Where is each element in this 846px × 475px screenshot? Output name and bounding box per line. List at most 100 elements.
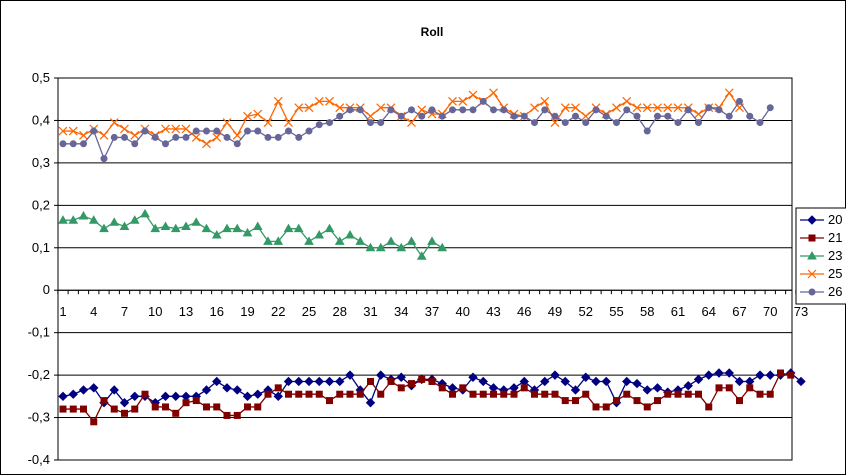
data-point (191, 217, 202, 226)
series-26 (59, 97, 774, 163)
data-point (119, 397, 130, 408)
data-point (273, 391, 283, 402)
data-point (346, 106, 354, 114)
data-point (242, 227, 253, 237)
data-point (131, 405, 139, 413)
data-point (324, 223, 335, 233)
data-point (489, 88, 498, 98)
data-point (171, 124, 181, 134)
data-point (654, 397, 661, 405)
data-point (406, 236, 417, 245)
data-point (161, 124, 170, 134)
x-marker-stroke (304, 103, 314, 113)
data-point (295, 390, 303, 398)
data-point (458, 96, 468, 106)
data-point (551, 390, 559, 398)
data-point (633, 112, 641, 120)
data-point (100, 397, 108, 405)
x-axis: 1 4 7 10 13 16 19 22 25 28 31 34 37 40 43 46 49 52 55 58 61 6… (57, 289, 808, 319)
data-point (99, 130, 109, 140)
data-point (336, 112, 344, 120)
data-point (191, 132, 201, 142)
legend-marker (807, 250, 817, 260)
data-point (336, 390, 344, 398)
data-point (653, 103, 662, 113)
x-marker-stroke (99, 130, 109, 140)
data-point (129, 215, 140, 224)
data-point (304, 103, 314, 113)
data-point (540, 376, 550, 387)
data-point (695, 390, 702, 398)
x-tick-label: 22 (271, 304, 285, 319)
legend-item-25: 25 (800, 266, 842, 281)
data-point (397, 384, 405, 392)
x-marker-stroke (407, 118, 416, 127)
data-point (68, 126, 78, 136)
data-point (447, 383, 458, 393)
x-tick-label: 25 (302, 304, 316, 319)
data-point (746, 112, 754, 120)
x-tick-label: 40 (456, 304, 470, 319)
data-point (192, 127, 200, 135)
data-point (110, 133, 118, 141)
data-point (766, 390, 774, 398)
data-point (654, 112, 661, 120)
data-point (79, 130, 88, 140)
data-point (642, 103, 652, 113)
data-point (417, 105, 427, 115)
gridlines (57, 77, 793, 461)
data-point (80, 140, 87, 148)
data-point (488, 383, 499, 393)
x-tick-label: 49 (548, 304, 562, 319)
y-tick-label: 0,1 (32, 240, 50, 255)
x-marker-stroke (376, 103, 386, 113)
data-point (203, 127, 210, 135)
x-marker-stroke (243, 111, 252, 121)
legend-marker (807, 215, 817, 225)
data-point (355, 236, 366, 245)
data-point (315, 390, 323, 398)
data-point (427, 236, 437, 245)
data-point (264, 133, 272, 141)
data-point (356, 106, 364, 114)
data-point (623, 106, 631, 114)
x-tick-label: 31 (363, 304, 377, 319)
data-point (407, 118, 416, 127)
data-point (418, 112, 426, 120)
data-point (130, 130, 140, 140)
y-tick-label: 0,4 (32, 112, 50, 127)
data-point (232, 223, 243, 233)
data-point (141, 390, 149, 398)
x-marker-stroke (530, 103, 539, 113)
data-point (509, 383, 519, 393)
data-point (294, 103, 304, 113)
data-point (428, 377, 436, 385)
x-marker-stroke (581, 111, 591, 121)
data-point (211, 230, 222, 239)
x-marker-stroke (191, 132, 201, 142)
data-point (121, 133, 128, 141)
data-point (365, 397, 376, 408)
data-point (181, 124, 191, 134)
x-tick-label: 1 (59, 304, 66, 319)
data-point (387, 106, 395, 114)
data-point (632, 378, 642, 389)
data-point (367, 119, 374, 127)
data-point (602, 403, 610, 411)
data-point (500, 390, 508, 398)
data-point (162, 403, 169, 411)
data-point (449, 106, 456, 114)
data-point (182, 399, 190, 407)
data-point (222, 383, 232, 393)
data-point (78, 385, 89, 395)
data-point (263, 236, 273, 245)
data-point (664, 390, 672, 398)
data-point (345, 230, 355, 239)
x-marker-stroke (314, 96, 324, 106)
data-point (674, 390, 682, 398)
data-point (714, 368, 724, 378)
data-point (222, 223, 232, 233)
x-marker-stroke (663, 103, 673, 113)
data-point (560, 376, 570, 387)
data-point (765, 370, 775, 380)
